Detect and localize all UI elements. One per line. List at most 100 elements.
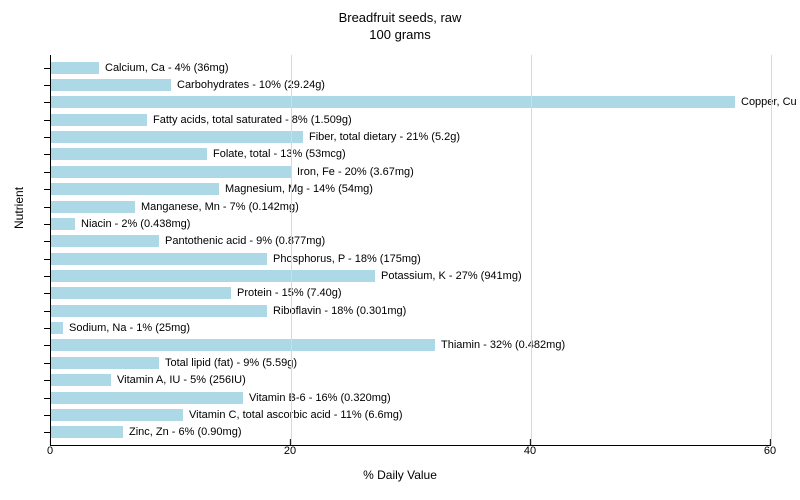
bar-label: Zinc, Zn - 6% (0.90mg) [129,426,241,438]
bar-row: Potassium, K - 27% (941mg) [51,267,771,284]
bar-row: Riboflavin - 18% (0.301mg) [51,302,771,319]
bar-row: Total lipid (fat) - 9% (5.59g) [51,354,771,371]
bar-label: Vitamin A, IU - 5% (256IU) [117,374,246,386]
y-tick [44,293,51,294]
bar-label: Fiber, total dietary - 21% (5.2g) [309,131,460,143]
bar-row: Phosphorus, P - 18% (175mg) [51,250,771,267]
bar-row: Calcium, Ca - 4% (36mg) [51,59,771,76]
y-tick [44,207,51,208]
x-axis-label: % Daily Value [0,468,800,482]
y-tick [44,259,51,260]
bar-label: Total lipid (fat) - 9% (5.59g) [165,357,297,369]
y-tick [44,102,51,103]
gridline [531,55,532,445]
x-tick: 40 [524,445,536,457]
bar [51,253,267,265]
bar-label: Iron, Fe - 20% (3.67mg) [297,166,414,178]
bar [51,166,291,178]
bar-row: Iron, Fe - 20% (3.67mg) [51,163,771,180]
bar [51,270,375,282]
bar [51,148,207,160]
bar-row: Vitamin C, total ascorbic acid - 11% (6.… [51,406,771,423]
x-axis-ticks: 0204060 [50,445,770,465]
y-tick [44,398,51,399]
bar [51,235,159,247]
y-tick [44,85,51,86]
bar [51,322,63,334]
bar [51,96,735,108]
y-tick [44,380,51,381]
bar-label: Potassium, K - 27% (941mg) [381,270,522,282]
bar-label: Vitamin B-6 - 16% (0.320mg) [249,392,391,404]
x-tick: 60 [764,445,776,457]
bar-row: Sodium, Na - 1% (25mg) [51,319,771,336]
bar [51,62,99,74]
bar-row: Pantothenic acid - 9% (0.877mg) [51,233,771,250]
y-tick [44,172,51,173]
gridline [291,55,292,445]
y-axis-label: Nutrient [12,187,26,229]
chart-title-line2: 100 grams [369,27,430,42]
bar [51,392,243,404]
bar [51,409,183,421]
bar-label: Carbohydrates - 10% (29.24g) [177,79,325,91]
bar [51,201,135,213]
bar [51,357,159,369]
bar [51,131,303,143]
bar-row: Protein - 15% (7.40g) [51,285,771,302]
y-tick [44,241,51,242]
y-tick [44,137,51,138]
bar [51,79,171,91]
bar [51,287,231,299]
bar-label: Protein - 15% (7.40g) [237,287,342,299]
x-tick: 20 [284,445,296,457]
bar-row: Folate, total - 13% (53mcg) [51,146,771,163]
bar-row: Niacin - 2% (0.438mg) [51,215,771,232]
y-tick [44,276,51,277]
y-tick [44,154,51,155]
chart-title-line1: Breadfruit seeds, raw [339,10,462,25]
bar-label: Fatty acids, total saturated - 8% (1.509… [153,114,352,126]
bar-label: Magnesium, Mg - 14% (54mg) [225,183,373,195]
bar-row: Carbohydrates - 10% (29.24g) [51,76,771,93]
y-tick [44,432,51,433]
y-tick [44,189,51,190]
bar-row: Manganese, Mn - 7% (0.142mg) [51,198,771,215]
bar [51,426,123,438]
bar-label: Riboflavin - 18% (0.301mg) [273,305,406,317]
gridline [771,55,772,445]
bar-label: Vitamin C, total ascorbic acid - 11% (6.… [189,409,403,421]
bar-row: Zinc, Zn - 6% (0.90mg) [51,424,771,441]
y-tick [44,68,51,69]
bar-label: Niacin - 2% (0.438mg) [81,218,190,230]
bar [51,305,267,317]
x-tick: 0 [47,445,53,457]
bar-row: Fiber, total dietary - 21% (5.2g) [51,128,771,145]
plot-area: Calcium, Ca - 4% (36mg) Carbohydrates - 1… [50,55,771,446]
y-tick [44,328,51,329]
y-tick [44,363,51,364]
y-tick [44,345,51,346]
bar [51,218,75,230]
nutrient-chart: Breadfruit seeds, raw 100 grams Calcium,… [0,0,800,500]
y-tick [44,120,51,121]
bar-label: Pantothenic acid - 9% (0.877mg) [165,235,325,247]
bar-label: Phosphorus, P - 18% (175mg) [273,253,421,265]
bars-container: Calcium, Ca - 4% (36mg) Carbohydrates - 1… [51,55,771,445]
bar-row: Copper, Cu - 57% (1.148mg) [51,94,771,111]
bar [51,114,147,126]
bar-row: Vitamin A, IU - 5% (256IU) [51,371,771,388]
bar-row: Fatty acids, total saturated - 8% (1.509… [51,111,771,128]
y-tick [44,224,51,225]
bar [51,374,111,386]
y-tick [44,415,51,416]
bar-row: Magnesium, Mg - 14% (54mg) [51,181,771,198]
bar-label: Thiamin - 32% (0.482mg) [441,339,565,351]
bar-row: Vitamin B-6 - 16% (0.320mg) [51,389,771,406]
y-tick [44,311,51,312]
bar [51,183,219,195]
bar-label: Sodium, Na - 1% (25mg) [69,322,190,334]
chart-title: Breadfruit seeds, raw 100 grams [0,0,800,44]
bar-label: Calcium, Ca - 4% (36mg) [105,62,228,74]
bar-label: Manganese, Mn - 7% (0.142mg) [141,201,299,213]
